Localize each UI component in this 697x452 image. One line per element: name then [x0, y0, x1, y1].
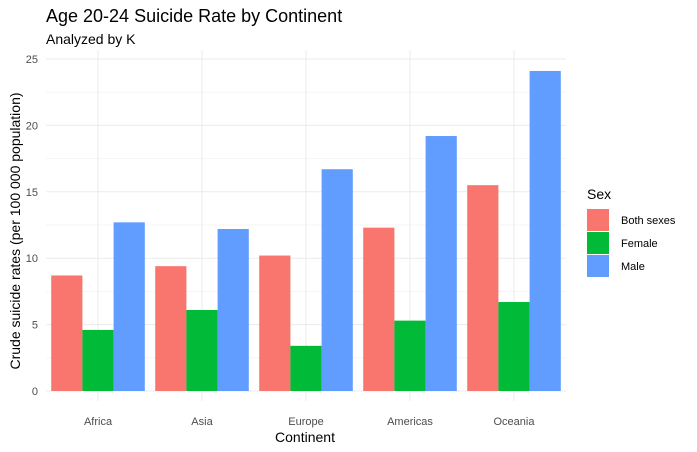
- bar-female: [498, 302, 530, 391]
- y-tick-labels: 0 5 10 15 20 25: [26, 54, 38, 398]
- bar-both-sexes: [363, 227, 395, 391]
- y-tick-label: 15: [26, 187, 38, 199]
- x-axis-title: Continent: [275, 429, 335, 445]
- legend-swatch: [587, 255, 609, 277]
- chart-title: Age 20-24 Suicide Rate by Continent: [46, 6, 343, 26]
- legend: Sex Both sexes Female Male: [587, 186, 676, 277]
- y-tick-label: 5: [32, 320, 38, 332]
- x-tick-label: Africa: [84, 416, 113, 428]
- x-tick-labels: Africa Asia Europe Americas Oceania: [84, 416, 535, 428]
- legend-label: Male: [621, 261, 645, 273]
- legend-label: Female: [621, 238, 658, 250]
- legend-swatch: [587, 209, 609, 231]
- bars: [51, 70, 561, 392]
- y-tick-label: 10: [26, 253, 38, 265]
- bar-both-sexes: [155, 266, 187, 391]
- bar-both-sexes: [51, 275, 83, 391]
- legend-title: Sex: [587, 186, 611, 202]
- bar-both-sexes: [259, 255, 291, 391]
- bar-male: [529, 70, 561, 392]
- bar-male: [321, 169, 353, 391]
- bar-female: [186, 309, 218, 391]
- y-axis-title: Crude suicide rates (per 100 000 populat…: [7, 92, 23, 369]
- bar-female: [82, 329, 114, 391]
- legend-label: Both sexes: [621, 215, 676, 227]
- y-tick-label: 0: [32, 386, 38, 398]
- legend-swatch: [587, 232, 609, 254]
- y-tick-label: 25: [26, 54, 38, 66]
- x-tick-label: Oceania: [494, 416, 536, 428]
- x-tick-label: Asia: [191, 416, 213, 428]
- bar-male: [217, 228, 249, 391]
- bar-both-sexes: [467, 185, 499, 391]
- x-tick-label: Europe: [288, 416, 323, 428]
- y-tick-label: 20: [26, 120, 38, 132]
- chart-subtitle: Analyzed by K: [46, 31, 136, 47]
- bar-male: [425, 136, 457, 391]
- bar-female: [290, 345, 322, 391]
- bar-male: [113, 222, 145, 391]
- bar-female: [394, 320, 426, 391]
- x-tick-label: Americas: [387, 416, 433, 428]
